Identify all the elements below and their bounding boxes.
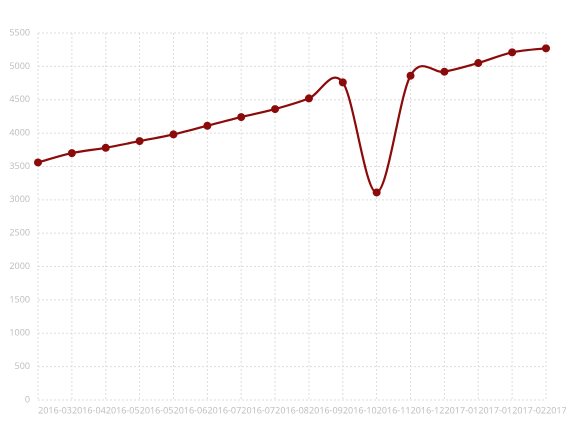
y-tick-label: 500 <box>15 359 30 372</box>
point <box>271 105 280 114</box>
point <box>34 158 42 167</box>
y-tick-label: 3500 <box>9 159 30 172</box>
point <box>338 78 347 87</box>
x-tick-label: 2016-05 <box>140 403 174 416</box>
point <box>135 137 144 146</box>
x-tick-label: 2017-02 <box>546 403 566 416</box>
x-tick-label: 2016-07 <box>241 403 275 416</box>
y-tick-label: 5000 <box>9 59 30 72</box>
point <box>474 59 483 68</box>
y-tick-label: 1500 <box>9 292 30 305</box>
x-tick-label: 2016-06 <box>174 403 208 416</box>
point <box>237 113 246 122</box>
y-tick-label: 4000 <box>9 125 30 138</box>
x-tick-label: 2016-09 <box>309 403 343 416</box>
point <box>406 71 415 80</box>
x-tick-label: 2016-05 <box>106 403 140 416</box>
point <box>67 149 76 158</box>
point <box>203 121 212 130</box>
line <box>37 47 547 194</box>
y-tick-label: 3000 <box>9 192 30 205</box>
x-tick-label: 2016-03 <box>38 403 72 416</box>
point <box>101 143 110 152</box>
x-tick-label: 2017-01 <box>445 403 479 416</box>
x-tick-label: 2017-01 <box>478 403 512 416</box>
point <box>304 94 313 103</box>
point <box>440 67 449 76</box>
y-tick-label: 0 <box>25 392 30 405</box>
point <box>169 130 178 139</box>
point <box>542 44 550 53</box>
x-tick-label: 2016-08 <box>275 403 309 416</box>
y-tick-label: 2500 <box>9 226 30 239</box>
x-tick-label: 2016-11 <box>377 403 411 416</box>
x-tick-label: 2016-10 <box>343 403 377 416</box>
x-tick-label: 2016-07 <box>207 403 241 416</box>
y-tick-label: 4500 <box>9 92 30 105</box>
y-tick-label: 1000 <box>9 326 30 339</box>
x-tick-label: 2016-12 <box>411 403 445 416</box>
point <box>508 48 517 57</box>
x-tick-label: 2016-04 <box>72 403 106 416</box>
y-tick-label: 5500 <box>9 25 30 38</box>
point <box>372 188 381 197</box>
y-tick-label: 2000 <box>9 259 30 272</box>
x-tick-label: 2017-02 <box>512 403 546 416</box>
